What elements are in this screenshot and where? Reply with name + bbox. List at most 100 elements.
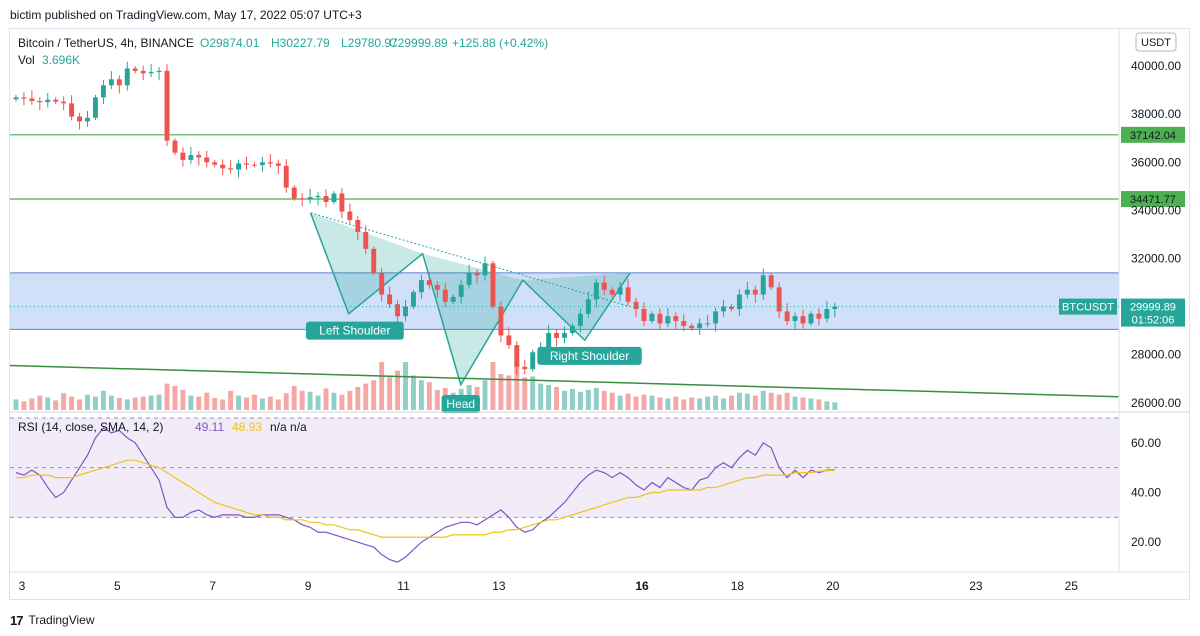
volume-bar — [355, 386, 361, 410]
candle-body — [633, 301, 639, 309]
volume-bar — [387, 377, 393, 410]
volume-bar — [808, 398, 814, 410]
volume-bar — [379, 362, 385, 410]
candle-body — [617, 287, 623, 295]
rsi-ma-line — [15, 459, 835, 538]
candle-body — [164, 70, 170, 141]
volume-bar — [418, 380, 424, 410]
candle-body — [323, 195, 329, 202]
head-and-shoulders-pattern[interactable] — [309, 212, 631, 387]
volume-bar — [721, 398, 726, 410]
volume-bar — [180, 389, 186, 410]
volume-bar — [617, 395, 623, 410]
candle-body — [259, 162, 265, 166]
candle-body — [593, 282, 599, 300]
volume-bar — [736, 392, 742, 410]
candle-body — [108, 79, 114, 86]
annotation-label: Right Shoulder — [550, 349, 629, 363]
candle-body — [21, 97, 27, 99]
candle-body — [426, 280, 432, 285]
candle-body — [625, 287, 631, 302]
candle-body — [585, 299, 591, 314]
candle-body — [299, 198, 305, 200]
volume-bar — [776, 394, 782, 410]
price-tick-label: 34000.00 — [1131, 203, 1181, 217]
volume-bar — [85, 394, 90, 410]
footer: 17 TradingView — [10, 610, 95, 630]
candle-body — [379, 272, 385, 295]
volume-bar — [212, 398, 218, 410]
symbol-tag-label: BTCUSDT — [1062, 302, 1114, 314]
candle-body — [657, 313, 663, 324]
candle-body — [251, 164, 257, 166]
volume-bar — [140, 396, 146, 410]
time-tick-label: 11 — [397, 579, 410, 593]
volume-bar — [164, 383, 170, 410]
candle-body — [339, 193, 345, 212]
candle-body — [418, 280, 424, 293]
candle-body — [554, 333, 560, 338]
volume-bar — [228, 390, 234, 410]
candle-body — [204, 157, 210, 163]
trend-line[interactable] — [9, 364, 1120, 398]
candle-body — [784, 311, 790, 322]
candle-body — [458, 284, 464, 297]
time-tick-label: 9 — [305, 579, 312, 593]
volume-bar — [426, 382, 432, 410]
candle-body — [100, 85, 106, 98]
volume-bar — [585, 389, 591, 410]
annotation-label: Left Shoulder — [319, 324, 390, 338]
time-tick-label: 7 — [209, 579, 216, 593]
candle-body — [744, 289, 750, 295]
volume-bar — [641, 394, 647, 410]
annotation-badge[interactable] — [537, 346, 642, 365]
tradingview-logo-icon: 17 — [10, 612, 24, 628]
candle-body — [140, 70, 146, 74]
candle-body — [37, 100, 43, 103]
rsi-legend: RSI (14, close, SMA, 14, 2) — [18, 420, 163, 434]
candle-body — [562, 333, 567, 338]
candle-body — [124, 68, 130, 86]
legend-vol-label: Vol — [18, 53, 35, 67]
candle-body — [29, 98, 35, 101]
candle-body — [490, 263, 496, 307]
candle-body — [244, 163, 249, 165]
volume-bar — [403, 362, 408, 410]
volume-bar — [482, 380, 488, 410]
candle-body — [267, 162, 273, 164]
candle-body — [228, 168, 234, 170]
currency-button[interactable]: USDT — [1135, 32, 1177, 52]
volume-bar — [13, 399, 19, 410]
candle-body — [395, 304, 401, 317]
candle-body — [220, 164, 226, 169]
price-tick-label: 28000.00 — [1131, 348, 1181, 362]
volume-bar — [792, 396, 798, 410]
rsi-value: 49.11 — [195, 420, 224, 434]
volume-bar — [331, 392, 337, 410]
volume-bar — [498, 374, 504, 410]
volume-bar — [61, 393, 67, 410]
annotation-badge[interactable] — [305, 321, 404, 340]
time-tick-label: 5 — [114, 579, 121, 593]
candle-body — [697, 323, 703, 329]
time-tick-label: 18 — [731, 579, 745, 593]
candle-body — [85, 117, 90, 122]
volume-bar — [800, 397, 806, 410]
horizontal-level-tag — [1121, 191, 1185, 208]
pattern-neckline — [310, 212, 631, 308]
candle-body — [641, 308, 647, 322]
annotation-badge[interactable] — [441, 394, 480, 413]
currency-button-label: USDT — [1141, 37, 1171, 49]
candle-body — [569, 325, 575, 334]
candle-body — [450, 296, 456, 302]
bar-countdown: 01:52:06 — [1132, 315, 1175, 327]
volume-bar — [657, 397, 663, 410]
pattern-fill-triangle — [422, 253, 523, 385]
volume-bar — [116, 398, 122, 410]
volume-bar — [697, 398, 703, 410]
volume-bar — [124, 399, 130, 410]
candle-body — [148, 72, 154, 74]
candle-body — [514, 345, 520, 367]
chart-frame — [9, 28, 1190, 600]
